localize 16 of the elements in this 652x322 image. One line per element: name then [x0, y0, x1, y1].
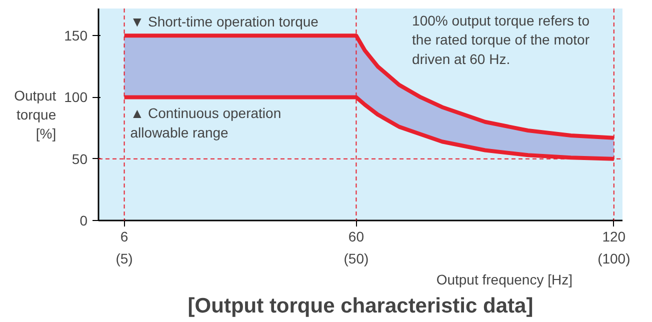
x2-tick-label: (50)	[344, 250, 369, 266]
annotation: 100% output torque refers to the rated torque of the motor driven at 60 Hz.	[412, 12, 590, 67]
y-tick-label: 0	[80, 212, 88, 228]
text: [Output torque characteristic data]	[188, 294, 534, 318]
y-tick-label: 50	[72, 150, 88, 167]
x-tick-label: 60	[348, 228, 364, 244]
x-tick-label: 120	[602, 228, 626, 244]
x-axis-title: Output frequency [Hz]	[436, 272, 573, 288]
y-axis-title: Output torque [%]	[14, 87, 56, 142]
x2-tick-label: (100)	[598, 250, 630, 266]
y-tick-label: 150	[64, 28, 88, 44]
x2-tick-label: (5)	[116, 250, 133, 266]
annotation: ▼ Short-time operation torque	[130, 14, 319, 30]
annotation: ▲ Continuous operation allowable range	[130, 105, 282, 140]
x-tick-label: 6	[120, 228, 128, 244]
y-tick-label: 100	[64, 89, 88, 106]
